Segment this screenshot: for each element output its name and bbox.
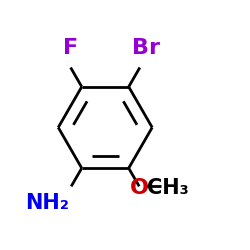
Text: F: F bbox=[63, 38, 78, 58]
Text: NH₂: NH₂ bbox=[25, 192, 69, 212]
Text: Br: Br bbox=[132, 38, 160, 58]
Text: O: O bbox=[130, 178, 149, 198]
Text: CH₃: CH₃ bbox=[147, 178, 188, 198]
